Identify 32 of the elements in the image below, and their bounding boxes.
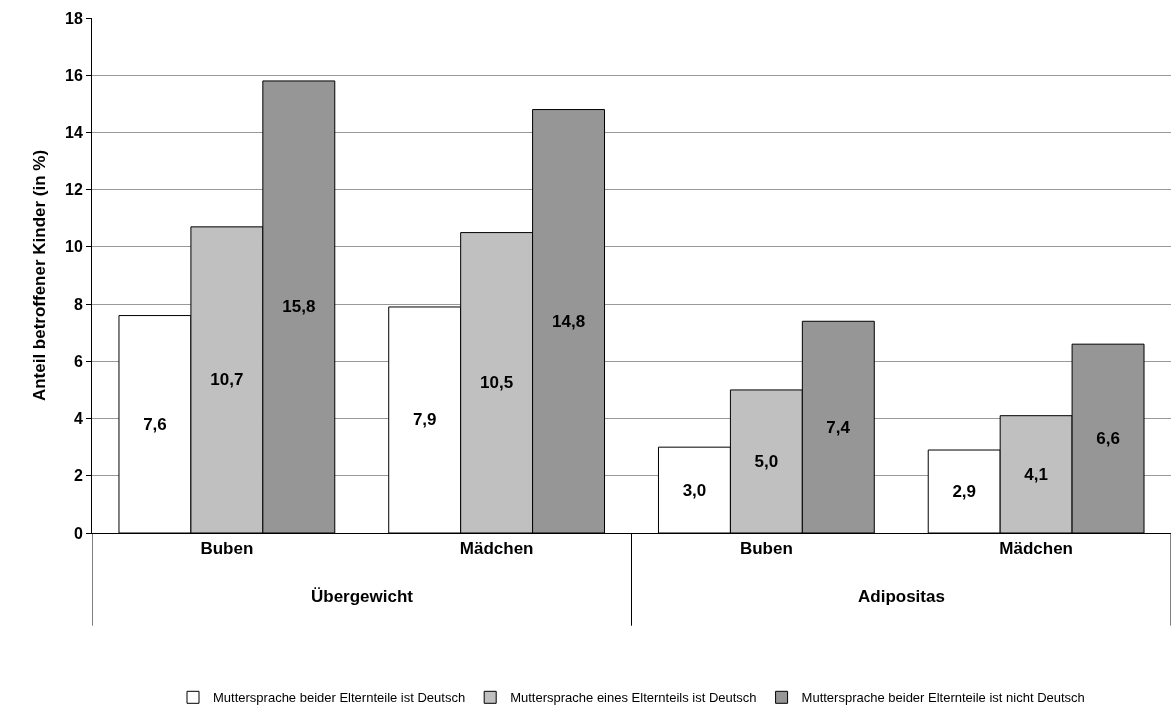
data-label: 7,9	[412, 410, 437, 430]
text: Übergewicht	[311, 587, 414, 606]
data-label: 6,6	[1096, 429, 1120, 449]
x-tick-label: Mädchen	[459, 539, 534, 559]
data-label: 10,5	[480, 373, 514, 393]
y-tick-label: 12	[65, 181, 83, 199]
y-axis-title: Anteil betroffener Kinder (in %)	[29, 149, 49, 402]
y-tick-label: 0	[73, 524, 83, 542]
data-label: 7,6	[143, 414, 167, 434]
data-label: 14,8	[552, 311, 586, 331]
y-tick-label: 14	[65, 124, 83, 142]
y-tick-label: 16	[65, 66, 83, 84]
x-tick-label: Mädchen	[999, 539, 1073, 559]
legend-label: Muttersprache beider Elternteile ist nicht Deutsch	[801, 690, 1085, 706]
data-label: 2,9	[952, 482, 977, 502]
legend-label: Muttersprache eines Elternteils ist Deutsch	[510, 690, 757, 706]
y-tick-label: 8	[73, 295, 83, 313]
data-label: 3,0	[682, 480, 707, 500]
data-label: 10,7	[210, 370, 244, 390]
legend-label: Muttersprache beider Elternteile ist Deutsch	[213, 690, 466, 706]
y-tick-label: 6	[73, 352, 83, 370]
x-tick-label: Buben	[200, 539, 254, 559]
y-tick-label: 4	[73, 410, 83, 428]
y-tick-label: 10	[65, 238, 83, 256]
data-label: 4,1	[1024, 464, 1048, 484]
data-label: 15,8	[282, 297, 316, 317]
y-tick-label: 2	[73, 467, 83, 485]
data-label: 5,0	[754, 451, 779, 471]
text: Adipositas	[858, 587, 945, 606]
x-tick-label: Buben	[739, 539, 793, 559]
y-tick-label: 18	[65, 9, 83, 27]
data-label: 7,4	[826, 417, 851, 437]
